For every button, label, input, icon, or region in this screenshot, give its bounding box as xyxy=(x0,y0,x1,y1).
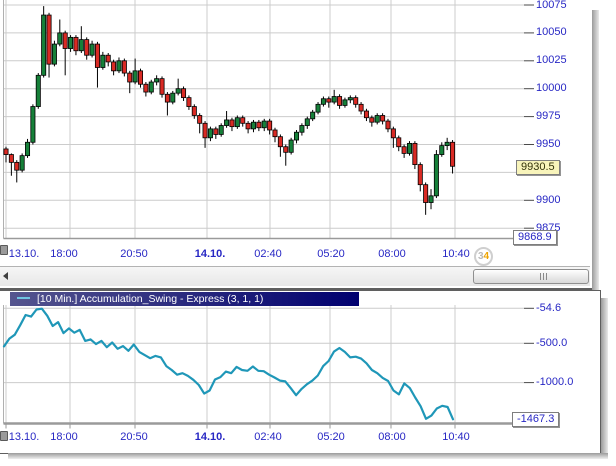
window-shadow xyxy=(592,10,599,290)
price-chart-canvas[interactable] xyxy=(0,0,592,288)
time-tick-label: 20:50 xyxy=(120,248,148,260)
time-tick-label: 13.10. xyxy=(8,248,40,260)
indicator-legend[interactable]: [10 Min.] Accumulation_Swing - Express (… xyxy=(10,292,359,306)
price-tick-label: 10000 xyxy=(536,82,567,95)
badge-digit: 4 xyxy=(483,251,490,262)
time-tick-label: 02:40 xyxy=(254,248,282,260)
scrollbar-grip-icon xyxy=(540,273,550,280)
time-tick-label: 10:40 xyxy=(442,248,470,260)
window-shadow xyxy=(8,453,608,459)
time-tick-label: 18:00 xyxy=(50,431,78,443)
price-tick-label: 9900 xyxy=(536,193,561,206)
price-tick-label: 10075 xyxy=(536,0,567,11)
session-low-marker: 9868.9 xyxy=(513,230,557,245)
indicator-last-value-marker: -1467.3 xyxy=(512,412,560,427)
badge-digit: 3 xyxy=(477,251,484,262)
time-tick-label: 14.10. xyxy=(194,431,226,443)
horizontal-scrollbar[interactable] xyxy=(0,266,590,286)
time-tick-label: 05:20 xyxy=(317,431,345,443)
time-tick-label: 10:40 xyxy=(442,431,470,443)
time-tick-label: 20:50 xyxy=(120,431,148,443)
time-tick-label: 02:40 xyxy=(254,431,282,443)
time-tick-label: 08:00 xyxy=(378,248,406,260)
price-tick-label: 10050 xyxy=(536,26,567,39)
price-tick-label: 9975 xyxy=(536,110,561,123)
time-tick-label: 18:00 xyxy=(50,248,78,260)
watermark-badge: 34 xyxy=(474,247,493,266)
indicator-tick-label: -500.0 xyxy=(536,336,568,349)
last-price-marker: 9930.5 xyxy=(516,160,560,175)
indicator-chart-canvas[interactable] xyxy=(0,290,600,452)
indicator-legend-label: [10 Min.] Accumulation_Swing - Express (… xyxy=(37,293,264,305)
indicator-tick-label: -1000.0 xyxy=(536,376,574,389)
time-tick-label: 05:20 xyxy=(317,248,345,260)
time-tick-label: 13.10. xyxy=(8,431,40,443)
axis-drag-handle[interactable] xyxy=(0,431,8,441)
scrollbar-thumb[interactable] xyxy=(473,269,589,284)
scrollbar-left-arrow[interactable] xyxy=(3,272,8,280)
window-shadow xyxy=(601,298,608,458)
time-tick-label: 14.10. xyxy=(194,248,226,260)
series-color-dash-icon xyxy=(17,296,30,299)
price-tick-label: 10025 xyxy=(536,54,567,67)
axis-drag-handle[interactable] xyxy=(0,245,8,255)
time-tick-label: 08:00 xyxy=(378,431,406,443)
price-tick-label: 9950 xyxy=(536,138,561,150)
indicator-tick-label: -54.6 xyxy=(536,301,562,314)
